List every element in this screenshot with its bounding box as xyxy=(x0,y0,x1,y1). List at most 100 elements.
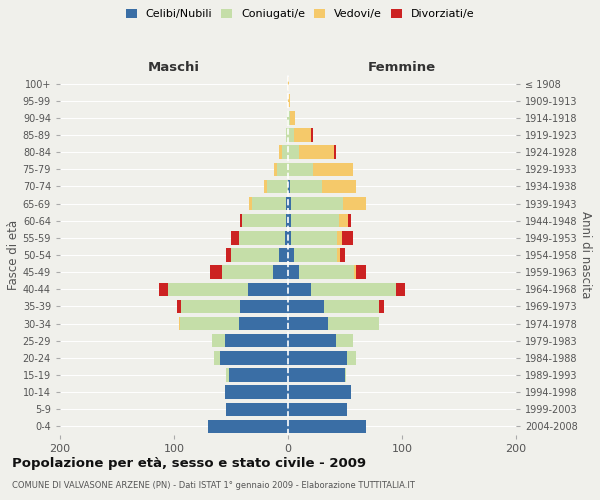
Bar xyxy=(287,111,288,124)
Bar xyxy=(288,282,397,296)
Bar xyxy=(212,334,288,347)
Bar xyxy=(288,214,349,228)
Bar xyxy=(288,94,290,108)
Bar xyxy=(288,266,354,279)
Bar xyxy=(214,351,288,364)
Bar xyxy=(288,162,313,176)
Bar xyxy=(226,402,288,416)
Bar xyxy=(226,402,288,416)
Bar xyxy=(286,128,288,141)
Bar xyxy=(288,420,365,433)
Bar xyxy=(288,231,337,244)
Bar xyxy=(251,197,288,210)
Bar xyxy=(288,162,353,176)
Bar xyxy=(229,368,288,382)
Bar xyxy=(288,231,292,244)
Bar xyxy=(288,368,346,382)
Bar xyxy=(274,162,288,176)
Bar xyxy=(288,197,365,210)
Text: COMUNE DI VALVASONE ARZENE (PN) - Dati ISTAT 1° gennaio 2009 - Elaborazione TUTT: COMUNE DI VALVASONE ARZENE (PN) - Dati I… xyxy=(12,481,415,490)
Bar xyxy=(222,266,288,279)
Bar xyxy=(288,300,325,313)
Bar xyxy=(288,180,322,193)
Bar xyxy=(178,300,288,313)
Bar xyxy=(249,197,288,210)
Bar xyxy=(288,248,294,262)
Bar xyxy=(288,77,289,90)
Bar xyxy=(288,197,365,210)
Bar xyxy=(231,248,288,262)
Bar xyxy=(288,128,294,141)
Bar xyxy=(288,128,311,141)
Bar xyxy=(288,266,356,279)
Bar xyxy=(288,368,346,382)
Bar xyxy=(226,248,288,262)
Bar xyxy=(226,386,288,399)
Bar xyxy=(226,368,288,382)
Bar xyxy=(226,402,288,416)
Bar xyxy=(288,351,347,364)
Bar xyxy=(226,334,288,347)
Y-axis label: Anni di nascita: Anni di nascita xyxy=(578,212,592,298)
Bar xyxy=(239,231,288,244)
Bar xyxy=(288,214,340,228)
Bar xyxy=(286,128,288,141)
Bar xyxy=(242,214,288,228)
Bar xyxy=(208,420,288,433)
Bar xyxy=(288,402,347,416)
Bar xyxy=(226,386,288,399)
Y-axis label: Fasce di età: Fasce di età xyxy=(7,220,20,290)
Bar xyxy=(288,266,365,279)
Bar xyxy=(181,300,288,313)
Bar xyxy=(288,334,353,347)
Bar xyxy=(159,282,288,296)
Bar xyxy=(288,386,350,399)
Bar xyxy=(288,317,379,330)
Bar xyxy=(288,146,299,159)
Bar xyxy=(212,334,288,347)
Bar xyxy=(288,248,337,262)
Bar xyxy=(231,248,288,262)
Bar xyxy=(226,368,288,382)
Bar xyxy=(284,231,288,244)
Bar xyxy=(274,162,288,176)
Bar xyxy=(288,300,379,313)
Bar xyxy=(226,402,288,416)
Bar xyxy=(286,214,288,228)
Bar xyxy=(288,317,328,330)
Bar xyxy=(288,420,365,433)
Bar xyxy=(286,197,288,210)
Bar xyxy=(288,180,290,193)
Bar xyxy=(288,351,356,364)
Bar xyxy=(288,300,384,313)
Bar xyxy=(226,368,288,382)
Bar xyxy=(288,282,311,296)
Bar xyxy=(288,214,350,228)
Bar xyxy=(288,386,350,399)
Bar xyxy=(288,248,345,262)
Bar xyxy=(288,368,346,382)
Bar xyxy=(288,317,379,330)
Bar xyxy=(208,420,288,433)
Bar xyxy=(288,180,356,193)
Bar xyxy=(242,214,288,228)
Bar xyxy=(283,146,288,159)
Bar xyxy=(287,111,288,124)
Bar xyxy=(226,386,288,399)
Bar xyxy=(288,282,406,296)
Bar xyxy=(288,231,341,244)
Bar xyxy=(239,317,288,330)
Bar xyxy=(288,266,299,279)
Bar xyxy=(288,402,347,416)
Bar xyxy=(288,231,353,244)
Bar xyxy=(279,146,288,159)
Bar xyxy=(288,248,340,262)
Bar xyxy=(288,334,336,347)
Bar xyxy=(288,162,353,176)
Bar xyxy=(212,334,288,347)
Text: Maschi: Maschi xyxy=(148,61,200,74)
Bar xyxy=(288,146,334,159)
Bar xyxy=(268,180,288,193)
Bar xyxy=(279,248,288,262)
Bar xyxy=(288,402,347,416)
